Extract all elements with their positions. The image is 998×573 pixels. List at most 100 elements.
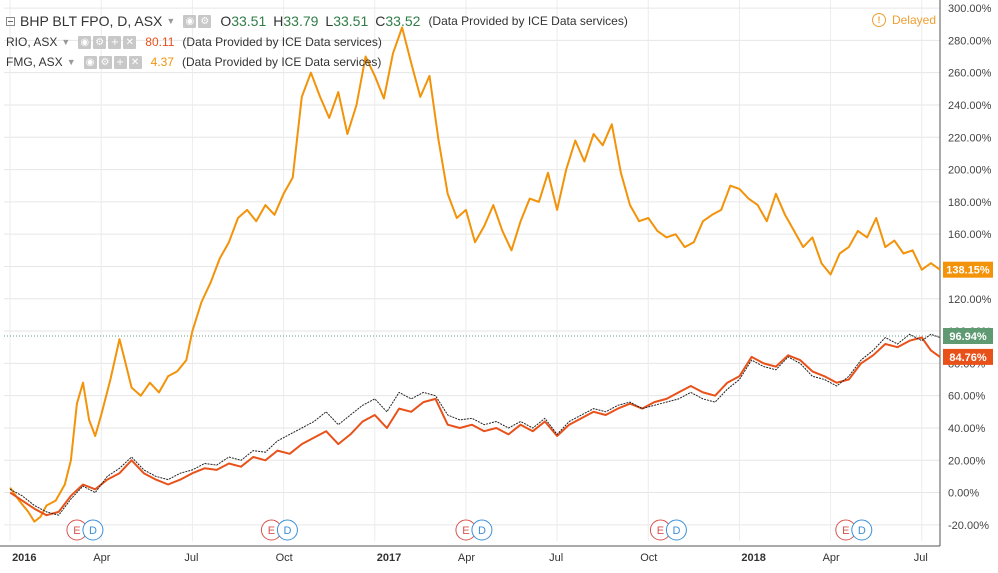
eye-icon[interactable]: ◉ (78, 35, 92, 49)
ohlc-close-value: 33.52 (385, 13, 421, 29)
series-line (9, 336, 941, 517)
x-tick-label: Jul (184, 552, 198, 564)
event-marker-label: E (657, 525, 664, 537)
compare-row-rio[interactable]: RIO, ASX ▼ ◉ ⚙ + ✕ 80.11 (Data Provided … (6, 32, 628, 52)
last-value-text: 138.15% (946, 265, 990, 277)
close-icon[interactable]: ✕ (123, 35, 137, 49)
last-value-badge (943, 328, 993, 345)
data-provider-note: (Data Provided by ICE Data services) (428, 14, 628, 28)
eye-icon[interactable]: ◉ (183, 14, 197, 28)
x-tick-label: Apr (93, 552, 110, 564)
dividend-marker[interactable] (82, 519, 104, 541)
plus-icon[interactable]: + (113, 55, 127, 69)
last-value-badge (943, 261, 993, 278)
event-marker-label: E (73, 525, 80, 537)
event-marker-label: E (268, 525, 275, 537)
x-tick-label: 2017 (377, 552, 401, 564)
compare-symbol[interactable]: RIO, ASX (6, 35, 58, 49)
ohlc-high-value: 33.79 (283, 13, 319, 29)
compare-row-fmg[interactable]: FMG, ASX ▼ ◉ ⚙ + ✕ 4.37 (Data Provided b… (6, 52, 628, 72)
x-tick-label: Oct (640, 552, 657, 564)
y-tick-label: 20.00% (948, 455, 986, 467)
eye-icon[interactable]: ◉ (83, 55, 97, 69)
time-axis[interactable]: 2016 Apr Jul Oct 2017 Apr Jul Oct 2018 Apr Jul (0, 545, 940, 564)
event-marker-label: E (462, 525, 469, 537)
x-tick-label: Apr (458, 552, 475, 564)
event-marker-label: E (842, 525, 849, 537)
ohlc-open-label: O (220, 13, 232, 29)
y-tick-label: 120.00% (948, 294, 992, 306)
compare-value: 80.11 (145, 35, 175, 49)
dividend-marker[interactable] (665, 519, 687, 541)
y-tick-label: 280.00% (948, 35, 992, 47)
y-tick-label: 240.00% (948, 100, 992, 112)
dividend-marker[interactable] (276, 519, 298, 541)
x-tick-label: Oct (276, 552, 293, 564)
compare-symbol[interactable]: FMG, ASX (6, 55, 63, 69)
last-value-label: 138.15% (943, 261, 993, 278)
y-tick-label: 200.00% (948, 165, 992, 177)
event-marker-label: D (89, 525, 97, 537)
last-value-badge (943, 348, 993, 365)
last-value-labels: 138.15% 84.76% 96.94% (943, 261, 993, 365)
event-marker-label: D (672, 525, 680, 537)
y-tick-label: 40.00% (948, 423, 986, 435)
y-tick-label: 0.00% (948, 488, 979, 500)
gear-icon[interactable]: ⚙ (98, 55, 112, 69)
main-symbol-row[interactable]: BHP BLT FPO, D, ASX ▼ ◉ ⚙ O 33.51 H 33.79 … (6, 10, 628, 32)
series-line (9, 333, 941, 516)
close-icon[interactable]: ✕ (128, 55, 142, 69)
collapse-legend-icon[interactable] (6, 16, 15, 26)
last-value-text: 96.94% (949, 331, 987, 343)
dividend-marker[interactable] (851, 519, 873, 541)
chevron-down-icon[interactable]: ▼ (166, 16, 176, 26)
data-provider-note: (Data Provided by ICE Data services) (182, 35, 382, 49)
y-tick-label: 160.00% (948, 229, 992, 241)
y-tick-label: 220.00% (948, 132, 992, 144)
ohlc-close-label: C (375, 13, 386, 29)
ohlc-low-value: 33.51 (333, 13, 369, 29)
y-tick-label: 300.00% (948, 3, 992, 15)
ohlc-low-label: L (325, 13, 334, 29)
ohlc-high-label: H (273, 13, 284, 29)
dividend-marker[interactable] (471, 519, 493, 541)
last-value-text: 84.76% (949, 352, 987, 364)
ohlc-open-value: 33.51 (231, 13, 267, 29)
series-layer (9, 26, 941, 523)
gear-icon[interactable]: ⚙ (93, 35, 107, 49)
event-marker-label: D (478, 525, 486, 537)
chevron-down-icon[interactable]: ▼ (61, 37, 71, 47)
last-value-label: 84.76% (943, 348, 993, 365)
legend: BHP BLT FPO, D, ASX ▼ ◉ ⚙ O 33.51 H 33.79 … (6, 10, 628, 72)
event-marker-label: D (858, 525, 866, 537)
delayed-label: Delayed (891, 13, 936, 27)
y-tick-label: 60.00% (948, 391, 986, 403)
x-tick-label: Apr (823, 552, 840, 564)
x-tick-label: Jul (914, 552, 928, 564)
series-line (9, 26, 941, 523)
last-value-label: 96.94% (943, 328, 993, 345)
grid-lines (4, 0, 940, 541)
x-tick-label: 2016 (12, 552, 36, 564)
data-provider-note: (Data Provided by ICE Data services) (181, 55, 382, 69)
x-tick-label: 2018 (741, 552, 765, 564)
chevron-down-icon[interactable]: ▼ (66, 57, 76, 67)
y-tick-label: -20.00% (948, 520, 989, 532)
event-marker-label: D (283, 525, 291, 537)
y-tick-label: 260.00% (948, 68, 992, 80)
compare-value: 4.37 (150, 55, 174, 69)
y-tick-label: 180.00% (948, 197, 992, 209)
alert-icon: ! (871, 13, 886, 27)
main-symbol[interactable]: BHP BLT FPO, D, ASX (20, 13, 163, 29)
gear-icon[interactable]: ⚙ (198, 14, 212, 28)
delayed-indicator[interactable]: ! Delayed (871, 13, 936, 27)
x-tick-label: Jul (549, 552, 563, 564)
plus-icon[interactable]: + (108, 35, 122, 49)
